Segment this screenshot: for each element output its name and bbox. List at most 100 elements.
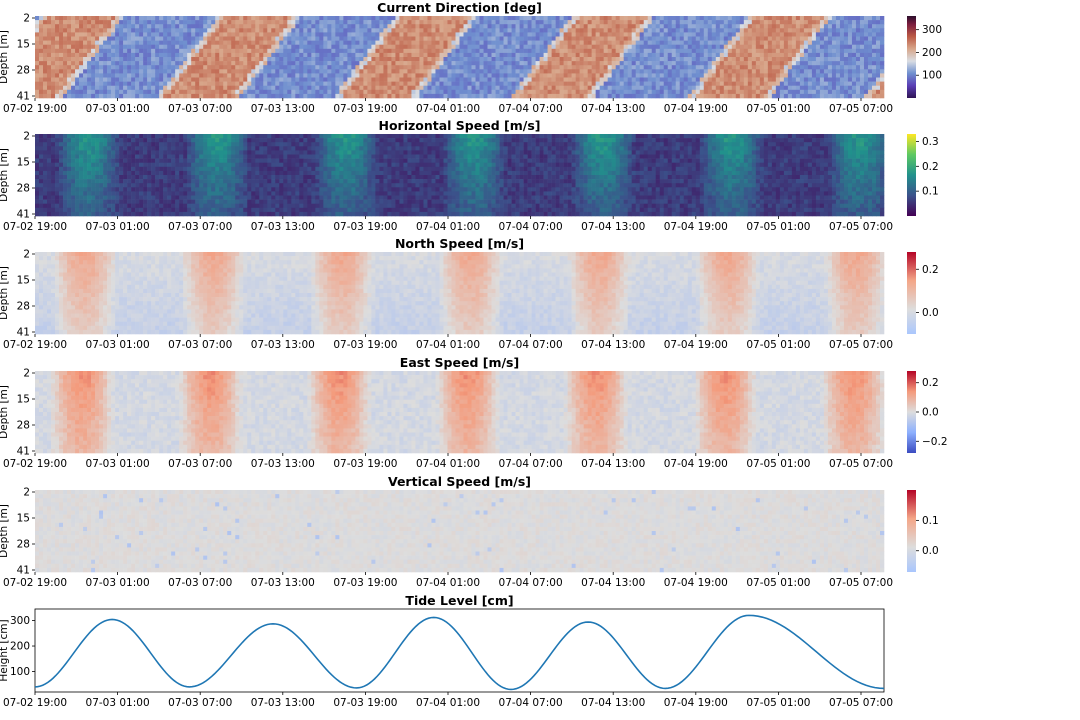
x-tick-label: 07-03 01:00 [86, 577, 150, 589]
x-tick-label: 07-02 19:00 [3, 577, 67, 589]
x-tick-label: 07-05 07:00 [829, 577, 893, 589]
horizontal-speed-ylabel: Depth [m] [0, 148, 10, 202]
x-tick-label: 07-03 13:00 [251, 577, 315, 589]
y-tick-label: 41 [17, 209, 30, 221]
x-tick-label: 07-05 07:00 [829, 103, 893, 115]
x-tick-label: 07-04 13:00 [581, 339, 645, 351]
x-tick-label: 07-04 19:00 [664, 577, 728, 589]
y-tick-label: 300 [10, 615, 30, 627]
north-speed-ylabel: Depth [m] [0, 266, 10, 320]
vertical-speed-title: Vertical Speed [m/s] [388, 474, 531, 489]
y-tick-label: 2 [23, 13, 30, 25]
x-tick-label: 07-03 19:00 [333, 103, 397, 115]
y-tick-label: 200 [10, 641, 30, 653]
north-speed-panel: North Speed [m/s] Depth [m] 2 15 28 41 0.2 0.0 0… [0, 236, 939, 351]
x-tick-label: 07-04 19:00 [664, 458, 728, 470]
tide-level-line [34, 614, 885, 691]
x-tick-label: 07-04 07:00 [499, 339, 563, 351]
colorbar-tick-label: 0.2 [922, 161, 939, 173]
tide-level-panel: Tide Level [cm] Height [cm] 300 200 100 07-02… [0, 593, 893, 709]
x-tick-label: 07-03 19:00 [333, 458, 397, 470]
x-tick-label: 07-04 19:00 [664, 103, 728, 115]
north-speed-heatmap-cells [35, 252, 885, 335]
y-tick-label: 15 [17, 394, 30, 406]
x-tick-label: 07-04 01:00 [416, 103, 480, 115]
colorbar-tick-label: 100 [922, 70, 942, 82]
x-tick-label: 07-03 01:00 [86, 458, 150, 470]
y-tick-label: 15 [17, 39, 30, 51]
x-tick-label: 07-02 19:00 [3, 339, 67, 351]
x-tick-label: 07-03 07:00 [168, 103, 232, 115]
x-tick-label: 07-04 01:00 [416, 458, 480, 470]
x-tick-label: 07-04 01:00 [416, 697, 480, 709]
x-tick-label: 07-03 07:00 [168, 577, 232, 589]
y-tick-label: 2 [23, 487, 30, 499]
x-tick-label: 07-05 01:00 [746, 697, 810, 709]
x-tick-label: 07-04 01:00 [416, 339, 480, 351]
x-tick-label: 07-03 07:00 [168, 221, 232, 233]
x-tick-label: 07-05 01:00 [746, 458, 810, 470]
x-tick-label: 07-03 13:00 [251, 221, 315, 233]
y-tick-label: 2 [23, 368, 30, 380]
east-speed-colorbar [907, 371, 916, 453]
x-tick-label: 07-04 13:00 [581, 458, 645, 470]
x-tick-label: 07-03 19:00 [333, 697, 397, 709]
y-tick-label: 41 [17, 91, 30, 103]
east-speed-title: East Speed [m/s] [400, 355, 519, 370]
x-tick-label: 07-03 01:00 [86, 221, 150, 233]
y-tick-label: 100 [10, 666, 30, 678]
tide-level-ylabel: Height [cm] [0, 619, 10, 681]
east-speed-heatmap-cells [35, 371, 885, 454]
x-tick-label: 07-05 01:00 [746, 577, 810, 589]
colorbar-tick-label: −0.2 [922, 436, 948, 448]
x-tick-label: 07-03 19:00 [333, 221, 397, 233]
east-speed-ylabel: Depth [m] [0, 385, 10, 439]
x-tick-label: 07-04 07:00 [499, 221, 563, 233]
colorbar-tick-label: 0.1 [922, 515, 939, 527]
x-tick-label: 07-03 19:00 [333, 577, 397, 589]
x-tick-label: 07-04 19:00 [664, 697, 728, 709]
north-speed-title: North Speed [m/s] [395, 236, 524, 251]
x-tick-label: 07-03 13:00 [251, 458, 315, 470]
y-tick-label: 28 [17, 183, 30, 195]
x-tick-label: 07-05 07:00 [829, 339, 893, 351]
x-tick-label: 07-05 07:00 [829, 221, 893, 233]
current-direction-title: Current Direction [deg] [377, 0, 542, 15]
y-tick-label: 28 [17, 539, 30, 551]
colorbar-tick-label: 300 [922, 24, 942, 36]
x-tick-label: 07-03 07:00 [168, 339, 232, 351]
y-tick-label: 2 [23, 249, 30, 261]
current-direction-heatmap-cells [35, 16, 885, 99]
vertical-speed-heatmap-cells [35, 490, 885, 573]
x-tick-label: 07-03 13:00 [251, 339, 315, 351]
x-tick-label: 07-03 01:00 [86, 103, 150, 115]
y-tick-label: 15 [17, 275, 30, 287]
x-tick-label: 07-03 07:00 [168, 458, 232, 470]
north-speed-colorbar [907, 252, 916, 334]
colorbar-tick-label: 0.3 [922, 136, 939, 148]
y-tick-label: 41 [17, 446, 30, 458]
y-tick-label: 41 [17, 327, 30, 339]
x-tick-label: 07-04 13:00 [581, 103, 645, 115]
tide-plot-frame [34, 608, 885, 693]
x-tick-label: 07-03 07:00 [168, 697, 232, 709]
colorbar-tick-label: 0.2 [922, 264, 939, 276]
x-tick-label: 07-05 07:00 [829, 458, 893, 470]
x-tick-label: 07-02 19:00 [3, 458, 67, 470]
y-tick-label: 2 [23, 131, 30, 143]
y-tick-label: 28 [17, 301, 30, 313]
current-direction-colorbar [907, 16, 916, 98]
tide-level-title: Tide Level [cm] [405, 593, 513, 608]
current-direction-ylabel: Depth [m] [0, 30, 10, 84]
y-tick-label: 15 [17, 513, 30, 525]
horizontal-speed-colorbar [907, 134, 916, 216]
horizontal-speed-heatmap-cells [35, 134, 885, 217]
x-tick-label: 07-04 19:00 [664, 221, 728, 233]
x-tick-label: 07-04 07:00 [499, 103, 563, 115]
x-tick-label: 07-04 01:00 [416, 577, 480, 589]
x-tick-label: 07-05 01:00 [746, 103, 810, 115]
colorbar-tick-label: 0.2 [922, 377, 939, 389]
vertical-speed-ylabel: Depth [m] [0, 504, 10, 558]
x-tick-label: 07-04 13:00 [581, 577, 645, 589]
